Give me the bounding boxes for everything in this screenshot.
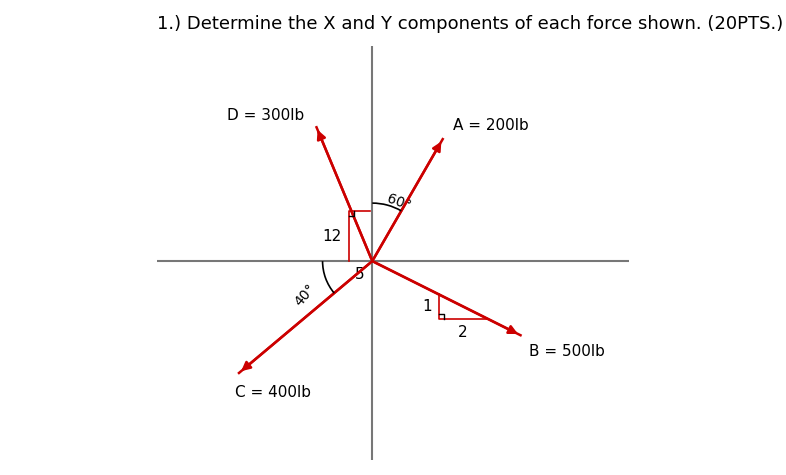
Text: D = 300lb: D = 300lb (227, 108, 304, 123)
Text: 1.) Determine the X and Y components of each force shown. (20PTS.): 1.) Determine the X and Y components of … (157, 15, 783, 33)
Text: B = 500lb: B = 500lb (529, 343, 604, 359)
Text: A = 200lb: A = 200lb (453, 118, 529, 133)
Text: 5: 5 (355, 267, 365, 282)
Text: C = 400lb: C = 400lb (235, 385, 310, 400)
Text: 2: 2 (458, 325, 468, 340)
Text: 40°: 40° (292, 281, 318, 308)
Text: 1: 1 (422, 299, 432, 314)
Text: 60°: 60° (385, 192, 413, 213)
Text: 12: 12 (323, 229, 342, 244)
